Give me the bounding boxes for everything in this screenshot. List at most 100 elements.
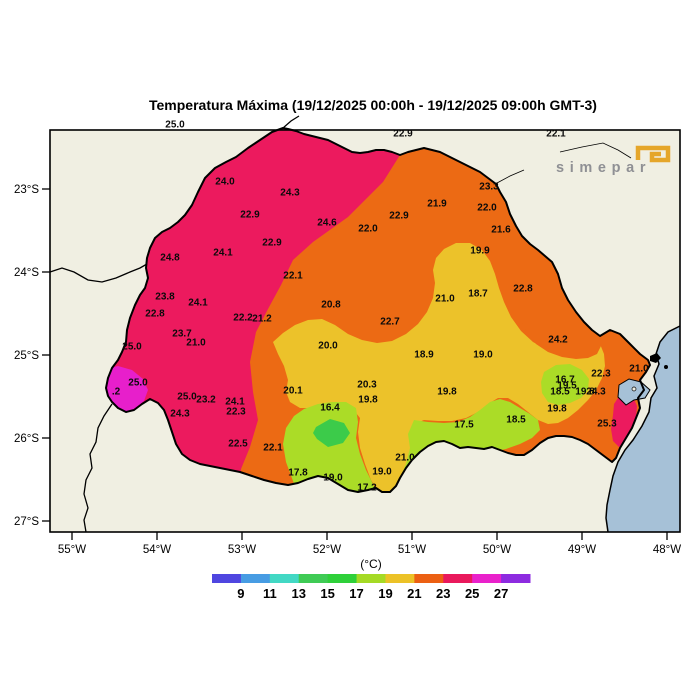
colorbar-tick-value: 15 bbox=[320, 586, 334, 601]
station-value-label: 19.8 bbox=[575, 387, 595, 398]
station-value-label: 23.7 bbox=[172, 329, 192, 340]
colorbar: (°C) 9 11 13 15 17 19 21 23 25 27 bbox=[212, 557, 531, 601]
colorbar-tick-value: 25 bbox=[465, 586, 479, 601]
station-value-label: 19.8 bbox=[358, 395, 378, 406]
colorbar-segment bbox=[472, 574, 502, 583]
station-value-label: 24.2 bbox=[548, 335, 568, 346]
station-value-label: 22.9 bbox=[262, 238, 282, 249]
colorbar-segment bbox=[356, 574, 386, 583]
station-value-label: 21.0 bbox=[435, 294, 455, 305]
station-value-label: 21.9 bbox=[427, 199, 447, 210]
station-value-label: 22.2 bbox=[233, 313, 253, 324]
station-temperature-labels: 25.0 22.9 22.1 24.0 24.3 22.9 24.6 22.9 21.9 22.0… bbox=[112, 120, 649, 494]
station-value-label: 19.0 bbox=[473, 350, 493, 361]
colorbar-tick-value: 11 bbox=[263, 586, 277, 601]
border-line-southwest bbox=[83, 403, 113, 533]
colorbar-segment bbox=[298, 574, 329, 583]
station-value-label: 17.5 bbox=[454, 420, 474, 431]
station-value-label: 22.5 bbox=[228, 439, 248, 450]
station-value-label: 22.7 bbox=[380, 317, 400, 328]
station-value-label: 22.9 bbox=[389, 211, 409, 222]
station-value-label: 25.0 bbox=[165, 120, 185, 131]
station-value-label: 19.8 bbox=[437, 387, 457, 398]
station-value-label: 19.8 bbox=[547, 404, 567, 415]
border-line-tripoint bbox=[282, 115, 300, 129]
station-value-label: 24.1 bbox=[213, 248, 233, 259]
region-lime-southwest bbox=[283, 402, 378, 492]
simepar-logo-icon bbox=[635, 145, 671, 163]
colorbar-tick-value: 19 bbox=[378, 586, 392, 601]
colorbar-tick-value: 9 bbox=[237, 586, 244, 601]
colorbar-tick-value: 27 bbox=[494, 586, 508, 601]
region-golden-central bbox=[273, 243, 605, 492]
station-value-label: 22.8 bbox=[145, 309, 165, 320]
station-value-label: 25.0 bbox=[122, 342, 142, 353]
colorbar-tick-value: 17 bbox=[349, 586, 363, 601]
region-orange-east-blob bbox=[515, 246, 601, 359]
station-value-label: 19.0 bbox=[372, 467, 392, 478]
station-value-label: 20.8 bbox=[321, 300, 341, 311]
station-value-label: 18.7 bbox=[468, 289, 488, 300]
colorbar-tick-value: 13 bbox=[291, 586, 305, 601]
colorbar-segments bbox=[212, 574, 531, 583]
lat-tick-label: 27°S bbox=[14, 516, 39, 528]
station-value-label: 22.1 bbox=[546, 129, 566, 140]
station-value-label: 22.3 bbox=[226, 407, 246, 418]
station-value-label: 21.6 bbox=[491, 225, 511, 236]
lon-tick-label: 50°W bbox=[483, 544, 511, 556]
longitude-axis: 55°W 54°W 53°W 52°W 51°W 50°W 49°W 48°W bbox=[58, 532, 681, 556]
colorbar-tick-value: 21 bbox=[407, 586, 421, 601]
border-line-northeast-b bbox=[559, 142, 632, 159]
lon-tick-label: 51°W bbox=[398, 544, 426, 556]
station-value-label: .2 bbox=[112, 387, 121, 398]
simepar-logo-text: simepar bbox=[556, 160, 648, 176]
station-value-label: 24.3 bbox=[280, 188, 300, 199]
station-value-label: 17.2 bbox=[357, 483, 377, 494]
station-value-label: 22.1 bbox=[283, 271, 303, 282]
colorbar-segment bbox=[212, 574, 242, 583]
station-value-label: 24.3 bbox=[170, 409, 190, 420]
station-value-label: 23.8 bbox=[155, 292, 175, 303]
station-value-label: 23.2 bbox=[196, 395, 216, 406]
region-lime-curitiba-pocket bbox=[541, 364, 589, 405]
colorbar-segment bbox=[240, 574, 271, 583]
coastal-islet bbox=[664, 365, 668, 369]
lat-tick-label: 23°S bbox=[14, 184, 39, 196]
lon-tick-label: 54°W bbox=[143, 544, 171, 556]
region-green-cool-spot bbox=[313, 419, 350, 447]
map-title: Temperatura Máxima (19/12/2025 00:00h - … bbox=[149, 97, 597, 113]
colorbar-segment bbox=[501, 574, 531, 583]
station-value-label: 22.9 bbox=[240, 210, 260, 221]
lat-tick-label: 25°S bbox=[14, 350, 39, 362]
atlantic-ocean bbox=[606, 326, 680, 532]
region-crimson-coast bbox=[611, 393, 637, 447]
lon-tick-label: 53°W bbox=[228, 544, 256, 556]
station-value-label: 20.3 bbox=[357, 380, 377, 391]
border-line-northeast-a bbox=[496, 169, 525, 184]
station-value-label: 23.3 bbox=[479, 182, 499, 193]
coastal-island bbox=[650, 353, 661, 363]
station-value-label: 25.3 bbox=[597, 419, 617, 430]
colorbar-segment bbox=[414, 574, 444, 583]
neighbour-borders bbox=[49, 115, 632, 533]
station-value-label: 16.4 bbox=[320, 403, 340, 414]
station-value-label: 20.0 bbox=[318, 341, 338, 352]
station-value-label: 19.5 bbox=[557, 381, 577, 392]
station-value-label: 22.0 bbox=[477, 203, 497, 214]
station-value-label: 22.9 bbox=[393, 129, 413, 140]
station-value-label: 24.8 bbox=[160, 253, 180, 264]
station-value-label: 22.8 bbox=[513, 284, 533, 295]
station-value-label: 24.6 bbox=[317, 218, 337, 229]
station-value-label: 17.8 bbox=[288, 468, 308, 479]
lon-tick-label: 52°W bbox=[313, 544, 341, 556]
colorbar-segment bbox=[269, 574, 300, 583]
station-value-label: 19.0 bbox=[323, 473, 343, 484]
station-value-label: 18.9 bbox=[414, 350, 434, 361]
colorbar-segment bbox=[443, 574, 473, 583]
station-value-label: 19.9 bbox=[470, 246, 490, 257]
station-value-label: 24.1 bbox=[225, 397, 245, 408]
station-value-label: 25.0 bbox=[177, 392, 197, 403]
station-value-label: 24.3 bbox=[586, 387, 606, 398]
